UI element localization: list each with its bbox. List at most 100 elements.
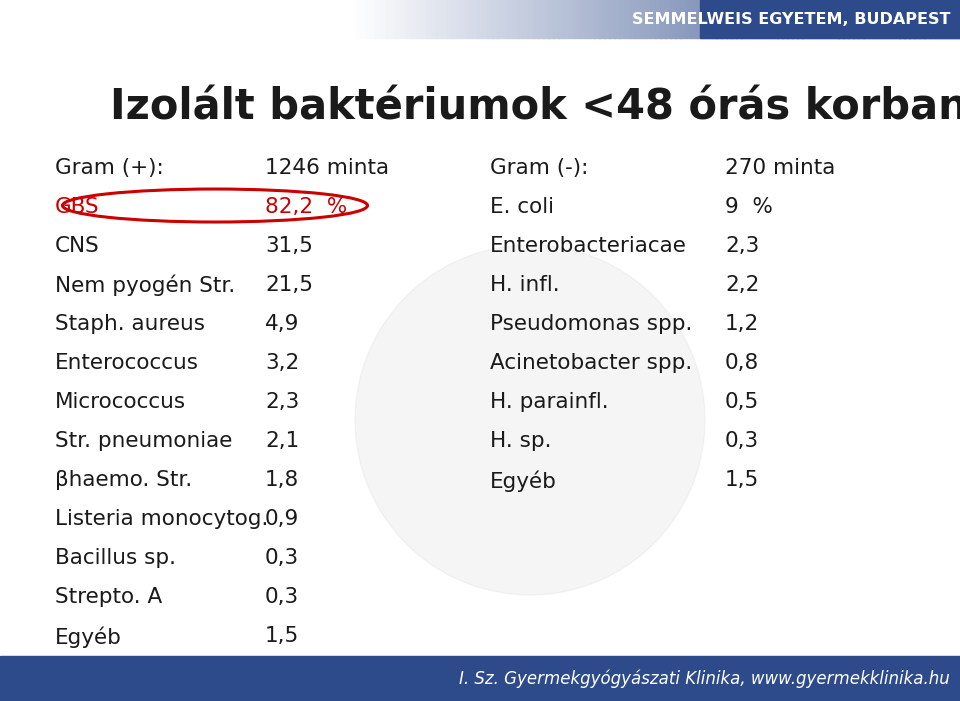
Bar — [614, 0, 620, 38]
Text: Izolált baktériumok <48 órás korban: Izolált baktériumok <48 órás korban — [110, 87, 960, 129]
Bar — [803, 0, 808, 38]
Bar — [874, 0, 879, 38]
Bar — [599, 0, 605, 38]
Bar — [945, 0, 950, 38]
Bar — [869, 0, 875, 38]
Bar — [929, 0, 935, 38]
Bar — [853, 0, 859, 38]
Bar — [467, 0, 472, 38]
Bar — [706, 0, 711, 38]
Bar — [955, 0, 960, 38]
Text: 21,5: 21,5 — [265, 275, 313, 295]
Bar — [574, 0, 579, 38]
Bar — [899, 0, 904, 38]
Text: 0,3: 0,3 — [725, 431, 759, 451]
Text: Bacillus sp.: Bacillus sp. — [55, 548, 176, 568]
Bar — [579, 0, 585, 38]
Text: βhaemo. Str.: βhaemo. Str. — [55, 470, 192, 490]
Text: Listeria monocytog.: Listeria monocytog. — [55, 509, 269, 529]
Bar — [782, 0, 787, 38]
Bar — [371, 0, 376, 38]
Bar — [401, 0, 406, 38]
Bar — [564, 0, 569, 38]
Bar — [625, 0, 630, 38]
Bar — [675, 0, 681, 38]
Bar — [451, 0, 457, 38]
Text: H. sp.: H. sp. — [490, 431, 551, 451]
Bar — [406, 0, 412, 38]
Circle shape — [355, 245, 705, 595]
Bar — [604, 0, 610, 38]
Bar — [543, 0, 549, 38]
Bar — [858, 0, 864, 38]
Text: GBS: GBS — [55, 197, 100, 217]
Text: 3,2: 3,2 — [265, 353, 300, 373]
Bar — [355, 0, 361, 38]
Bar — [726, 0, 732, 38]
Text: 0,5: 0,5 — [725, 392, 759, 412]
Bar — [462, 0, 468, 38]
Bar — [421, 0, 427, 38]
Bar — [665, 0, 671, 38]
Bar — [508, 0, 514, 38]
Bar — [736, 0, 742, 38]
Bar — [610, 0, 614, 38]
Bar — [437, 0, 442, 38]
Bar — [716, 0, 722, 38]
Bar — [391, 0, 396, 38]
Bar — [655, 0, 660, 38]
Bar — [914, 0, 920, 38]
Text: 4,9: 4,9 — [265, 314, 300, 334]
Bar — [477, 0, 483, 38]
Bar — [488, 0, 492, 38]
Bar — [482, 0, 488, 38]
Bar — [472, 0, 477, 38]
Bar — [701, 0, 707, 38]
Text: H. parainfl.: H. parainfl. — [490, 392, 609, 412]
Bar — [559, 0, 564, 38]
Bar — [732, 0, 737, 38]
Bar — [553, 0, 559, 38]
Text: 31,5: 31,5 — [265, 236, 313, 256]
Text: 2,2: 2,2 — [725, 275, 759, 295]
Bar — [940, 0, 946, 38]
Bar — [909, 0, 915, 38]
Bar — [690, 0, 696, 38]
Bar — [833, 0, 838, 38]
Bar — [741, 0, 747, 38]
Text: 82,2  %: 82,2 % — [265, 197, 348, 217]
Bar — [863, 0, 869, 38]
Bar — [920, 0, 924, 38]
Bar — [756, 0, 762, 38]
Bar — [787, 0, 793, 38]
Text: 1,8: 1,8 — [265, 470, 300, 490]
Bar — [818, 0, 824, 38]
Bar — [639, 0, 645, 38]
Bar — [513, 0, 518, 38]
Text: Pseudomonas spp.: Pseudomonas spp. — [490, 314, 692, 334]
Bar — [752, 0, 757, 38]
Bar — [533, 0, 539, 38]
Bar — [670, 0, 676, 38]
Bar — [660, 0, 665, 38]
Bar — [0, 656, 960, 701]
Bar — [497, 0, 503, 38]
Bar — [798, 0, 803, 38]
Text: 0,9: 0,9 — [265, 509, 300, 529]
Text: 1,5: 1,5 — [725, 470, 759, 490]
Text: Gram (+):: Gram (+): — [55, 158, 164, 178]
Text: H. infl.: H. infl. — [490, 275, 560, 295]
Text: 270 minta: 270 minta — [725, 158, 835, 178]
Text: 0,3: 0,3 — [265, 548, 300, 568]
Text: I. Sz. Gyermekgyógyászati Klinika, www.gyermekklinika.hu: I. Sz. Gyermekgyógyászati Klinika, www.g… — [459, 669, 950, 688]
Bar — [411, 0, 417, 38]
Text: Egyéb: Egyéb — [490, 470, 557, 491]
Text: 1,5: 1,5 — [265, 626, 300, 646]
Bar — [360, 0, 366, 38]
Bar — [594, 0, 600, 38]
Bar — [635, 0, 640, 38]
Bar — [812, 0, 818, 38]
Bar — [792, 0, 798, 38]
Text: Enterobacteriacae: Enterobacteriacae — [490, 236, 686, 256]
Text: 0,3: 0,3 — [265, 587, 300, 607]
